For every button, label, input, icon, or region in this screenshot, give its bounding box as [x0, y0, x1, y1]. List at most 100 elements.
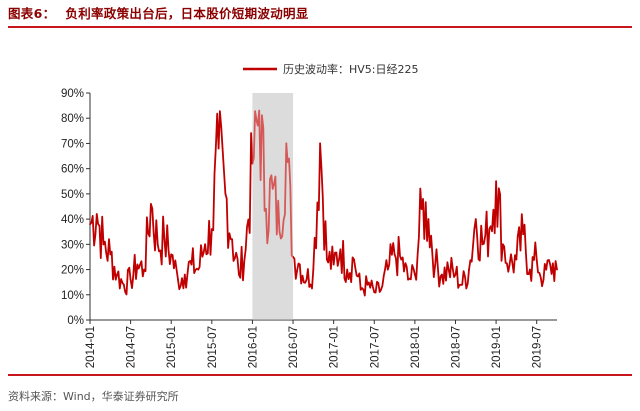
- x-tick-label: 2016-01: [247, 326, 259, 368]
- y-tick-label: 0%: [67, 315, 84, 327]
- data-point: [535, 258, 538, 261]
- data-point: [143, 268, 146, 271]
- data-point: [251, 162, 254, 165]
- data-point: [325, 258, 328, 261]
- data-point: [495, 180, 497, 183]
- header-rule: [8, 26, 632, 28]
- data-point: [210, 228, 213, 231]
- source-note: 资料来源：Wind，华泰证券研究所: [8, 390, 179, 403]
- data-point: [163, 238, 166, 241]
- data-point: [441, 273, 443, 276]
- data-point: [556, 268, 558, 271]
- x-tick-label: 2016-07: [288, 326, 300, 368]
- data-point: [447, 268, 450, 271]
- figure-title-text: 负利率政策出台后，日本股价短期波动明显: [65, 6, 309, 21]
- data-point: [312, 268, 315, 271]
- data-point: [265, 208, 267, 210]
- data-point: [474, 218, 477, 221]
- x-tick-label: 2018-07: [450, 326, 462, 368]
- data-point: [244, 248, 247, 251]
- x-tick-label: 2015-01: [166, 326, 178, 368]
- data-point: [298, 263, 301, 266]
- highlight-band-overlay: [252, 93, 294, 320]
- series-line-hv5-nikkei225: [89, 109, 558, 297]
- y-tick-label: 70%: [61, 138, 84, 150]
- y-tick-label: 80%: [61, 113, 84, 125]
- y-tick-label: 30%: [61, 239, 84, 251]
- data-point: [332, 263, 335, 266]
- x-tick-label: 2014-01: [85, 326, 97, 368]
- data-point: [373, 291, 376, 294]
- data-point: [420, 208, 423, 210]
- data-point: [258, 109, 261, 112]
- data-point: [190, 263, 193, 266]
- data-point: [427, 218, 430, 221]
- data-point: [109, 253, 112, 256]
- x-tick-label: 2019-07: [532, 326, 544, 368]
- y-tick-label: 60%: [61, 164, 84, 176]
- data-point: [434, 263, 437, 266]
- data-point: [353, 258, 355, 261]
- data-point: [292, 256, 294, 258]
- data-point: [366, 283, 369, 286]
- y-tick-label: 20%: [61, 265, 84, 277]
- data-point: [102, 243, 105, 246]
- data-point: [501, 243, 504, 246]
- data-point: [319, 142, 322, 145]
- data-point: [224, 192, 227, 195]
- x-tick-label: 2017-01: [329, 326, 341, 368]
- data-point: [339, 248, 342, 251]
- data-point: [129, 278, 132, 281]
- data-point: [217, 147, 220, 150]
- y-tick-label: 50%: [61, 189, 84, 201]
- data-point: [116, 273, 118, 276]
- data-point: [461, 283, 464, 286]
- data-point: [529, 268, 531, 271]
- data-point: [522, 233, 525, 236]
- x-tick-label: 2014-07: [126, 326, 138, 368]
- data-point: [136, 263, 139, 266]
- data-point: [231, 238, 234, 241]
- data-point: [204, 243, 206, 246]
- data-point: [400, 258, 403, 261]
- y-tick-label: 10%: [61, 290, 84, 302]
- data-point: [95, 213, 98, 215]
- data-point: [122, 283, 125, 286]
- footer-rule: [8, 374, 632, 376]
- data-point: [170, 253, 173, 256]
- data-point: [197, 268, 200, 271]
- data-point: [150, 203, 152, 205]
- data-point: [177, 278, 179, 281]
- data-point: [285, 142, 288, 145]
- data-point: [413, 273, 416, 276]
- y-tick-label: 90%: [61, 88, 84, 100]
- data-point: [271, 187, 274, 190]
- data-point: [237, 273, 240, 276]
- data-point: [407, 278, 410, 281]
- figure-number: 图表6：: [8, 6, 56, 21]
- data-point: [542, 278, 545, 281]
- data-point: [346, 268, 349, 271]
- data-point: [380, 288, 382, 291]
- data-point: [305, 278, 308, 281]
- data-point: [156, 243, 159, 246]
- legend-label: 历史波动率：HV5:日经225: [283, 62, 419, 76]
- data-point: [278, 230, 281, 233]
- data-point: [359, 288, 362, 291]
- data-point: [89, 223, 91, 226]
- x-tick-label: 2018-01: [410, 326, 422, 368]
- data-point: [515, 258, 518, 261]
- x-tick-label: 2019-01: [491, 326, 503, 368]
- data-point: [549, 263, 552, 266]
- data-point: [481, 243, 484, 246]
- figure-header: 图表6： 负利率政策出台后，日本股价短期波动明显: [8, 6, 632, 26]
- y-tick-label: 40%: [61, 214, 84, 226]
- data-point: [468, 268, 470, 271]
- figure-title: 图表6： 负利率政策出台后，日本股价短期波动明显: [8, 6, 309, 22]
- data-point: [454, 273, 457, 276]
- x-tick-label: 2015-07: [207, 326, 219, 368]
- data-point: [488, 228, 491, 231]
- x-tick-label: 2017-07: [369, 326, 381, 368]
- data-point: [386, 268, 389, 271]
